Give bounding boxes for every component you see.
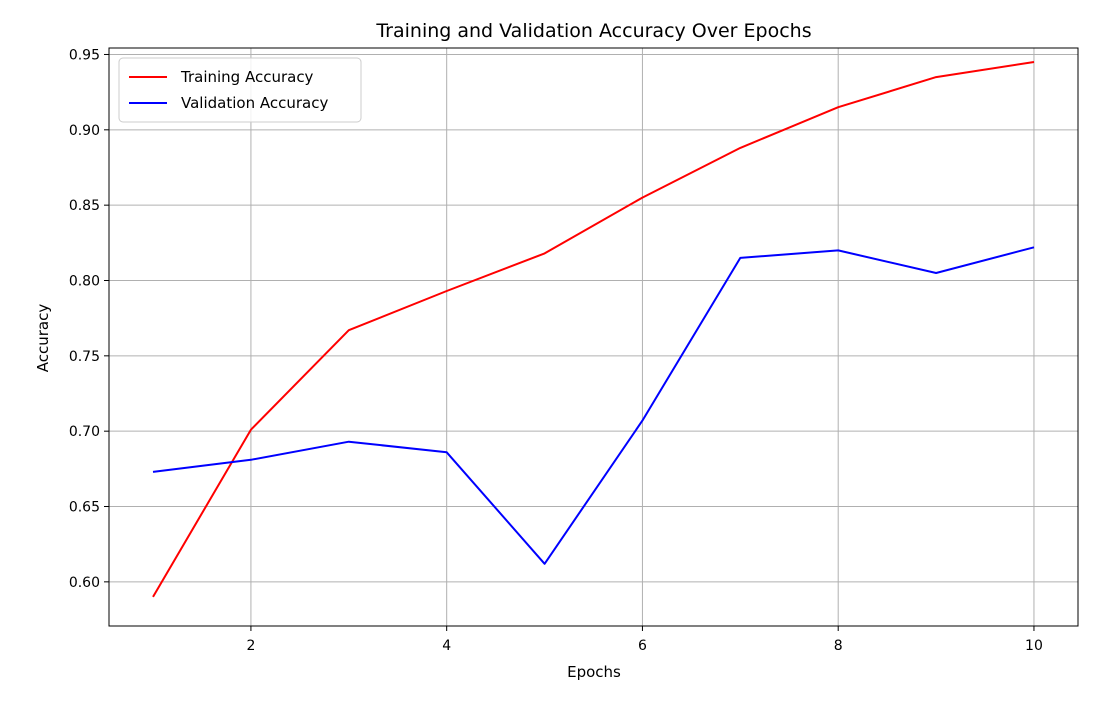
grid-lines xyxy=(109,48,1078,626)
y-tick-label: 0.85 xyxy=(69,198,100,214)
legend: Training Accuracy Validation Accuracy xyxy=(118,57,362,123)
x-tick-label: 4 xyxy=(442,638,451,654)
legend-label: Training Accuracy xyxy=(180,68,314,86)
y-tick-label: 0.75 xyxy=(69,349,100,365)
y-axis-ticks: 0.60 0.65 0.70 0.75 0.80 0.85 0.90 0.95 xyxy=(69,47,109,591)
x-tick-label: 10 xyxy=(1025,638,1043,654)
legend-label: Validation Accuracy xyxy=(181,94,328,112)
x-tick-label: 2 xyxy=(246,638,255,654)
y-tick-label: 0.90 xyxy=(69,123,100,139)
validation-accuracy-line xyxy=(152,246,1035,565)
y-tick-label: 0.60 xyxy=(69,575,100,591)
training-accuracy-line xyxy=(152,61,1035,598)
x-axis-label: Epochs xyxy=(567,663,621,681)
legend-box xyxy=(118,57,362,123)
x-tick-label: 6 xyxy=(638,638,647,654)
chart-title: Training and Validation Accuracy Over Ep… xyxy=(375,20,811,42)
x-axis-ticks: 2 4 6 8 10 xyxy=(246,626,1043,654)
plot-frame xyxy=(108,47,1079,627)
y-tick-label: 0.80 xyxy=(69,273,100,289)
y-tick-label: 0.95 xyxy=(69,47,100,63)
series-layer xyxy=(152,61,1035,598)
x-tick-label: 8 xyxy=(834,638,843,654)
y-tick-label: 0.70 xyxy=(69,424,100,440)
y-axis-label: Accuracy xyxy=(34,304,52,373)
y-tick-label: 0.65 xyxy=(69,500,100,516)
